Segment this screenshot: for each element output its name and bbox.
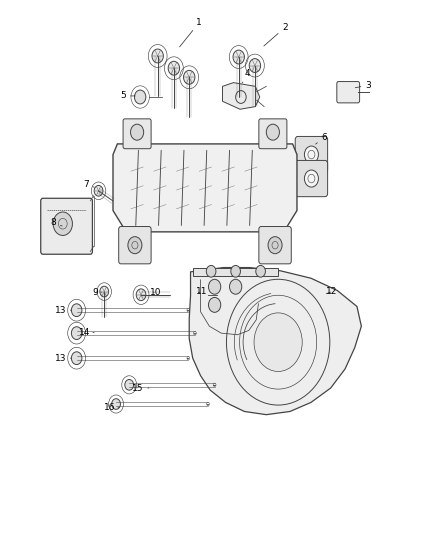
Polygon shape bbox=[189, 268, 361, 415]
Circle shape bbox=[131, 124, 144, 140]
Polygon shape bbox=[223, 83, 260, 109]
Text: 13: 13 bbox=[55, 306, 71, 314]
Circle shape bbox=[256, 265, 265, 277]
Text: 11: 11 bbox=[196, 287, 207, 296]
Text: 3: 3 bbox=[355, 81, 371, 90]
Polygon shape bbox=[113, 144, 297, 232]
Text: 13: 13 bbox=[55, 354, 71, 362]
Circle shape bbox=[100, 286, 109, 297]
Circle shape bbox=[128, 237, 142, 254]
Text: 9: 9 bbox=[92, 288, 102, 296]
Text: 2: 2 bbox=[264, 23, 287, 46]
FancyBboxPatch shape bbox=[259, 119, 287, 149]
Text: 4: 4 bbox=[242, 69, 250, 83]
Text: 16: 16 bbox=[104, 403, 119, 411]
Circle shape bbox=[71, 327, 82, 340]
Text: 6: 6 bbox=[316, 133, 327, 144]
FancyBboxPatch shape bbox=[119, 227, 151, 264]
Circle shape bbox=[125, 379, 134, 390]
Circle shape bbox=[112, 399, 120, 409]
Circle shape bbox=[168, 61, 180, 75]
FancyBboxPatch shape bbox=[123, 119, 151, 149]
Text: 15: 15 bbox=[132, 384, 149, 392]
Circle shape bbox=[71, 352, 82, 365]
Circle shape bbox=[304, 170, 318, 187]
Circle shape bbox=[53, 212, 72, 236]
Circle shape bbox=[249, 59, 261, 72]
FancyBboxPatch shape bbox=[295, 160, 328, 197]
FancyBboxPatch shape bbox=[41, 198, 92, 254]
Text: 12: 12 bbox=[326, 287, 338, 296]
Text: 10: 10 bbox=[150, 288, 161, 296]
Circle shape bbox=[184, 70, 195, 84]
Circle shape bbox=[230, 279, 242, 294]
Circle shape bbox=[233, 50, 244, 64]
Circle shape bbox=[136, 289, 146, 301]
Text: 7: 7 bbox=[83, 180, 94, 189]
Circle shape bbox=[208, 279, 221, 294]
Circle shape bbox=[231, 265, 240, 277]
Circle shape bbox=[208, 297, 221, 312]
Circle shape bbox=[71, 304, 82, 317]
Circle shape bbox=[94, 185, 103, 196]
Polygon shape bbox=[193, 268, 278, 276]
Circle shape bbox=[134, 90, 146, 104]
Circle shape bbox=[206, 265, 216, 277]
FancyBboxPatch shape bbox=[337, 82, 360, 103]
Circle shape bbox=[266, 124, 279, 140]
FancyBboxPatch shape bbox=[295, 136, 328, 173]
Circle shape bbox=[194, 289, 204, 301]
Text: 5: 5 bbox=[120, 92, 135, 100]
Circle shape bbox=[152, 49, 163, 63]
Circle shape bbox=[304, 146, 318, 163]
Text: 8: 8 bbox=[50, 219, 62, 227]
Circle shape bbox=[268, 237, 282, 254]
Circle shape bbox=[254, 313, 302, 372]
Text: 14: 14 bbox=[79, 328, 94, 337]
Text: 1: 1 bbox=[180, 18, 202, 47]
FancyBboxPatch shape bbox=[259, 227, 291, 264]
